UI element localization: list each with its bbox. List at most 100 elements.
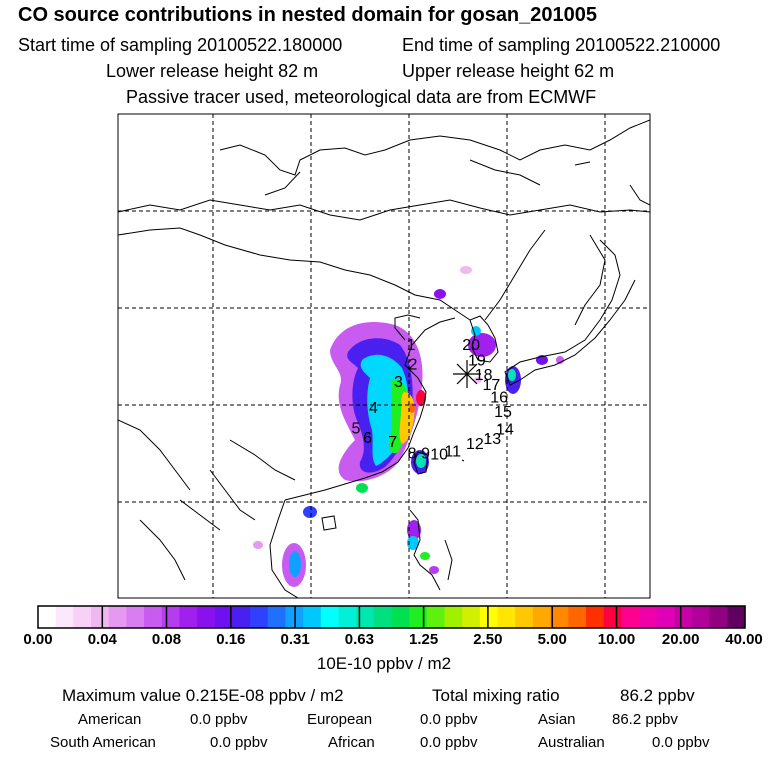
colorbar-swatch — [73, 606, 92, 628]
colorbar-swatch — [638, 606, 658, 628]
region-european-label: European — [307, 711, 373, 728]
colorbar-tick-label: 20.00 — [661, 631, 700, 648]
marker-4: 4 — [369, 400, 378, 417]
colorbar-swatch — [91, 606, 110, 628]
map-frame — [117, 113, 651, 599]
colorbar-tick-label: 5.00 — [537, 631, 567, 648]
colorbar-swatch — [621, 606, 640, 628]
colorbar-swatch — [320, 606, 340, 628]
region-asian-value: 86.2 ppbv — [612, 711, 678, 728]
marker-1: 1 — [407, 337, 416, 354]
region-american-label: American — [78, 711, 142, 728]
marker-20: 20 — [462, 337, 480, 354]
colorbar-tick-label: 10.00 — [597, 631, 636, 648]
figure-title: CO source contributions in nested domain… — [18, 4, 598, 26]
colorbar-swatch — [727, 606, 746, 628]
colorbar-swatch — [250, 606, 269, 628]
marker-8: 8 — [408, 446, 417, 463]
colorbar-swatch — [709, 606, 728, 628]
colorbar-swatch — [232, 606, 251, 628]
region-european-value: 0.0 ppbv — [420, 711, 478, 728]
colorbar-swatch — [267, 606, 287, 628]
marker-18: 18 — [475, 367, 493, 384]
region-south-american-label: South American — [50, 734, 156, 751]
marker-2: 2 — [409, 357, 418, 374]
marker-19: 19 — [468, 353, 486, 370]
region-american-value: 0.0 ppbv — [190, 711, 248, 728]
end-time-label: End time of sampling 20100522.210000 — [402, 35, 721, 55]
total-mixing-value: 86.2 ppbv — [620, 686, 695, 705]
region-australian-label: Australian — [538, 734, 605, 751]
colorbar-swatch — [444, 606, 463, 628]
colorbar-swatch — [585, 606, 605, 628]
marker-13: 13 — [483, 431, 501, 448]
colorbar-swatch — [144, 606, 163, 628]
colorbar-swatch — [479, 606, 499, 628]
colorbar-swatch — [656, 606, 675, 628]
colorbar-swatch — [674, 606, 693, 628]
colorbar-swatch — [691, 606, 711, 628]
region-asian-label: Asian — [538, 711, 576, 728]
region-african-value: 0.0 ppbv — [420, 734, 478, 751]
colorbar-swatch — [55, 606, 74, 628]
colorbar-swatch — [515, 606, 534, 628]
graticule — [118, 114, 650, 598]
lower-release-label: Lower release height 82 m — [106, 61, 319, 81]
colorbar-swatch — [126, 606, 145, 628]
marker-5: 5 — [351, 420, 360, 437]
star-icon — [453, 360, 481, 388]
colorbar-swatch — [497, 606, 516, 628]
colorbar-swatch — [409, 606, 428, 628]
marker-10: 10 — [430, 447, 448, 464]
marker-15: 15 — [494, 404, 512, 421]
marker-6: 6 — [363, 430, 372, 447]
colorbar-swatch — [391, 606, 410, 628]
region-australian-value: 0.0 ppbv — [652, 734, 710, 751]
marker-9: 9 — [421, 446, 430, 463]
marker-16: 16 — [490, 390, 508, 407]
colorbar-tick-label: 0.08 — [151, 631, 182, 648]
colorbar-swatch — [38, 606, 57, 628]
colorbar-unit-label: 10E-10 ppbv / m2 — [316, 654, 452, 673]
colorbar-swatch — [462, 606, 481, 628]
map-coastlines — [118, 119, 650, 598]
colorbar-swatch — [356, 606, 375, 628]
colorbar-tick-label: 1.25 — [408, 631, 439, 648]
tracer-note: Passive tracer used, meteorological data… — [126, 87, 597, 107]
colorbar-swatch — [568, 606, 587, 628]
marker-17: 17 — [483, 377, 501, 394]
colorbar-tick-label: 0.00 — [23, 631, 53, 648]
total-mixing-label: Total mixing ratio — [432, 686, 560, 705]
marker-14: 14 — [496, 421, 514, 438]
region-south-american-value: 0.0 ppbv — [210, 734, 268, 751]
upper-release-label: Upper release height 62 m — [402, 61, 615, 81]
region-african-label: African — [328, 734, 375, 751]
colorbar-tick-label: 0.04 — [87, 631, 117, 648]
marker-11: 11 — [444, 444, 461, 461]
colorbar-swatch — [603, 606, 622, 628]
start-time-label: Start time of sampling 20100522.180000 — [18, 35, 343, 55]
colorbar-swatch — [550, 606, 569, 628]
colorbar-swatch — [426, 606, 446, 628]
colorbar-outline — [37, 605, 746, 629]
colorbar-swatch — [108, 606, 127, 628]
colorbar-swatch — [197, 606, 216, 628]
colorbar-swatch — [532, 606, 552, 628]
colorbar-swatch — [373, 606, 393, 628]
colorbar-tick-label: 0.63 — [344, 631, 374, 648]
colorbar-tick-label: 0.31 — [280, 631, 310, 648]
marker-3: 3 — [394, 374, 403, 391]
marker-12: 12 — [466, 436, 484, 453]
colorbar-swatch — [179, 606, 198, 628]
colorbar-swatch — [303, 606, 322, 628]
colorbar-swatch — [161, 606, 181, 628]
maximum-value-label: Maximum value 0.215E-08 ppbv / m2 — [62, 686, 344, 705]
concentration-field — [253, 266, 564, 587]
colorbar-swatch — [214, 606, 234, 628]
marker-7: 7 — [388, 434, 397, 451]
colorbar-swatch — [338, 606, 357, 628]
colorbar-tick-label: 0.16 — [216, 631, 246, 648]
colorbar-tick-label: 40.00 — [725, 631, 763, 648]
